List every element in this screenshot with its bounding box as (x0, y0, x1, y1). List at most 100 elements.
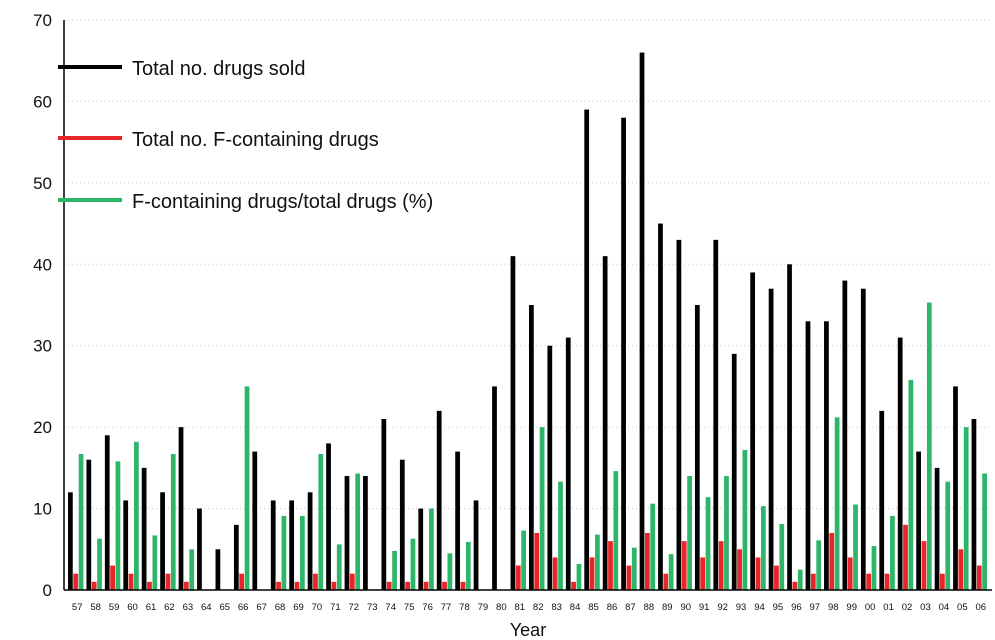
bar-fcontaining-58 (91, 581, 97, 590)
bar-total-88 (639, 52, 645, 590)
y-tick-labels: 0 10 20 30 40 50 60 70 (33, 11, 52, 600)
bar-fcontaining-99 (847, 557, 853, 590)
y-tick-label: 10 (33, 500, 52, 519)
x-tick-label: 57 (72, 602, 83, 613)
bar-total-71 (326, 443, 331, 590)
bar-total-87 (621, 117, 626, 591)
x-tick-label: 72 (349, 602, 360, 613)
bar-fcontaining-88 (644, 533, 650, 590)
bar-percent-71 (336, 544, 342, 590)
x-tick-label: 82 (533, 602, 544, 613)
bar-total-93 (731, 353, 737, 590)
bar-fcontaining-03 (921, 541, 927, 590)
bar-percent-77 (447, 553, 453, 590)
bar-total-00 (860, 288, 866, 590)
bar-fcontaining-70 (313, 573, 318, 590)
bar-percent-03 (926, 302, 932, 590)
x-tick-label: 95 (773, 602, 784, 613)
bar-percent-90 (687, 476, 692, 590)
x-tick-label: 81 (514, 602, 525, 613)
bar-percent-57 (78, 454, 84, 590)
bar-total-90 (676, 239, 682, 591)
x-tick-label: 86 (607, 602, 618, 613)
x-tick-label: 88 (644, 602, 655, 613)
x-tick-labels: 57 58 59 60 61 62 63 64 65 66 67 68 69 70 71 72 73 74 75 76… (72, 602, 986, 613)
bar-percent-96 (797, 569, 803, 590)
bar-percent-63 (189, 549, 195, 590)
bar-percent-91 (705, 497, 711, 590)
bar-percent-72 (355, 473, 361, 590)
bar-total-02 (897, 337, 903, 590)
x-tick-label: 97 (810, 602, 821, 613)
bar-total-81 (510, 256, 516, 590)
bar-total-92 (713, 239, 719, 591)
bar-percent-83 (558, 481, 563, 590)
x-tick-label: 63 (183, 602, 194, 613)
bar-percent-05 (963, 427, 969, 590)
bar-percent-61 (152, 535, 158, 590)
bar-percent-84 (576, 563, 582, 590)
bar-percent-93 (742, 449, 748, 590)
x-tick-label: 98 (828, 602, 839, 613)
bar-fcontaining-59 (110, 565, 115, 590)
bar-fcontaining-04 (940, 573, 945, 590)
bar-fcontaining-01 (884, 573, 890, 590)
x-tick-label: 78 (459, 602, 470, 613)
bar-percent-78 (465, 541, 471, 590)
bar-total-79 (473, 500, 479, 590)
bar-fcontaining-57 (73, 573, 79, 590)
bar-percent-76 (429, 508, 434, 590)
legend-label: Total no. F-containing drugs (132, 129, 379, 151)
x-tick-label: 05 (957, 602, 968, 613)
x-tick-label: 61 (146, 602, 157, 613)
x-tick-label: 00 (865, 602, 876, 613)
bar-percent-01 (890, 515, 895, 590)
bar-percent-87 (631, 547, 637, 590)
bar-percent-60 (134, 441, 139, 590)
bar-total-64 (197, 508, 202, 590)
bar-total-98 (824, 321, 829, 590)
bar-fcontaining-63 (183, 581, 189, 590)
bar-percent-59 (115, 461, 121, 590)
bar-total-61 (141, 467, 147, 590)
bar-fcontaining-72 (349, 573, 355, 590)
bar-total-94 (750, 272, 756, 590)
bar-fcontaining-81 (515, 565, 521, 590)
x-tick-label: 70 (312, 602, 323, 613)
bar-total-96 (787, 264, 792, 590)
bar-fcontaining-93 (737, 549, 742, 590)
bar-percent-68 (281, 515, 287, 590)
bar-total-58 (86, 459, 92, 590)
bar-fcontaining-71 (331, 581, 337, 590)
bar-total-66 (233, 524, 239, 590)
bar-fcontaining-60 (128, 573, 134, 590)
x-tick-label: 83 (551, 602, 562, 613)
y-tick-label: 60 (33, 92, 52, 111)
bar-total-99 (842, 280, 848, 590)
x-tick-label: 59 (109, 602, 120, 613)
x-tick-label: 79 (478, 602, 489, 613)
bar-percent-02 (908, 379, 914, 590)
bar-fcontaining-89 (663, 573, 669, 590)
bar-total-04 (934, 467, 940, 590)
bar-fcontaining-83 (552, 557, 558, 590)
x-tick-label: 01 (883, 602, 894, 613)
y-tick-label: 20 (33, 418, 52, 437)
bar-percent-58 (97, 538, 102, 590)
bar-percent-00 (871, 546, 877, 590)
bar-fcontaining-77 (442, 581, 447, 590)
y-tick-label: 70 (33, 11, 52, 30)
x-tick-label: 66 (238, 602, 249, 613)
bar-total-85 (584, 109, 590, 590)
x-tick-label: 77 (441, 602, 452, 613)
x-tick-label: 94 (754, 602, 765, 613)
bar-fcontaining-85 (589, 557, 595, 590)
bar-total-62 (160, 492, 165, 590)
bar-fcontaining-95 (774, 565, 779, 590)
bar-fcontaining-87 (626, 565, 632, 590)
x-tick-label: 65 (219, 602, 230, 613)
bar-percent-97 (816, 540, 822, 590)
bar-total-75 (399, 459, 405, 590)
bar-percent-88 (650, 503, 656, 590)
